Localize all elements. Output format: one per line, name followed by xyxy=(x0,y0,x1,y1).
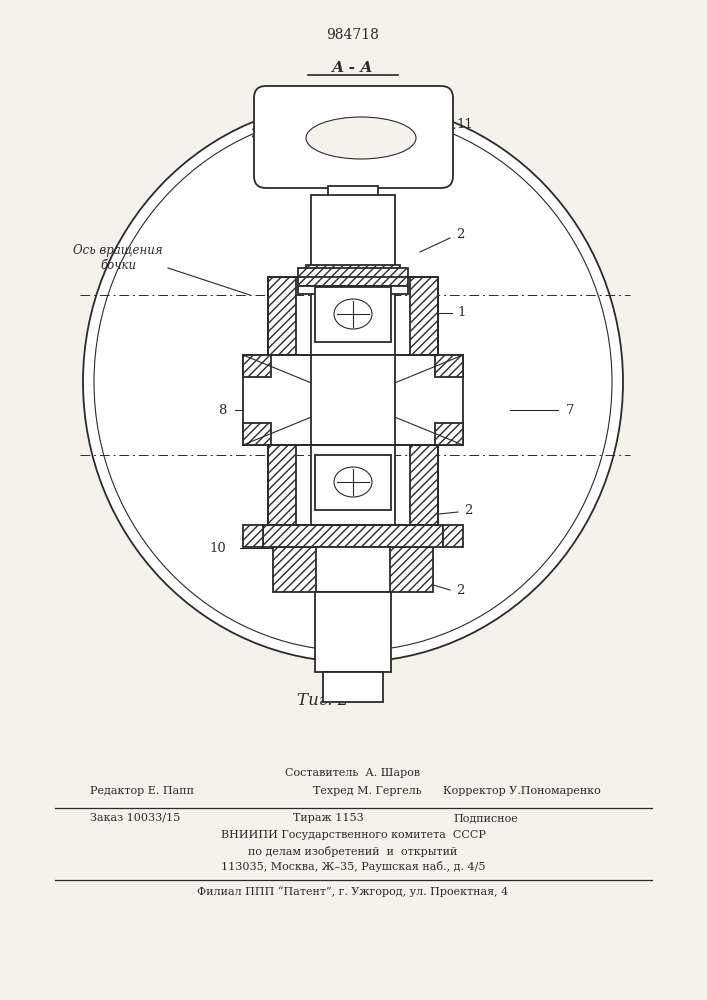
Bar xyxy=(268,445,438,525)
Text: 984718: 984718 xyxy=(327,28,380,42)
Bar xyxy=(435,423,463,445)
Bar xyxy=(311,355,395,445)
Text: Подписное: Подписное xyxy=(453,813,518,823)
Bar xyxy=(243,423,271,445)
Bar xyxy=(243,355,463,445)
Bar xyxy=(311,195,395,270)
Text: 3: 3 xyxy=(251,128,259,141)
Bar xyxy=(268,277,438,355)
Bar xyxy=(443,525,463,547)
Text: 2: 2 xyxy=(464,504,472,516)
Text: 10: 10 xyxy=(209,542,226,554)
Bar xyxy=(328,186,378,204)
Text: Составитель  А. Шаров: Составитель А. Шаров xyxy=(286,768,421,778)
Bar xyxy=(273,547,433,592)
Text: 11: 11 xyxy=(457,118,474,131)
Bar xyxy=(410,445,438,525)
Ellipse shape xyxy=(83,102,623,662)
Bar xyxy=(243,355,271,377)
Bar xyxy=(298,268,408,286)
Text: 1: 1 xyxy=(458,306,466,320)
Text: Заказ 10033/15: Заказ 10033/15 xyxy=(90,813,180,823)
Text: Τиг. 2: Τиг. 2 xyxy=(298,692,349,709)
Ellipse shape xyxy=(334,299,372,329)
Text: А - А: А - А xyxy=(332,61,374,75)
Bar xyxy=(323,672,383,702)
Text: 2: 2 xyxy=(456,229,464,241)
Text: 113035, Москва, Ж–35, Раушская наб., д. 4/5: 113035, Москва, Ж–35, Раушская наб., д. … xyxy=(221,861,485,872)
Text: 7: 7 xyxy=(566,403,574,416)
Bar xyxy=(410,277,438,355)
Ellipse shape xyxy=(306,117,416,159)
Bar xyxy=(435,355,463,377)
Bar xyxy=(316,547,390,592)
Bar xyxy=(333,201,373,216)
Bar xyxy=(243,525,263,547)
Text: Тираж 1153: Тираж 1153 xyxy=(293,813,363,823)
Bar xyxy=(298,286,408,294)
Bar xyxy=(315,455,391,510)
Text: Ось вращения
бочки: Ось вращения бочки xyxy=(74,244,163,272)
Bar xyxy=(306,265,400,277)
Text: Корректор У.Пономаренко: Корректор У.Пономаренко xyxy=(443,786,601,796)
Text: Техред М. Гергель: Техред М. Гергель xyxy=(313,786,422,796)
Text: Филиал ППП “Патент”, г. Ужгород, ул. Проектная, 4: Филиал ППП “Патент”, г. Ужгород, ул. Про… xyxy=(197,886,508,897)
FancyBboxPatch shape xyxy=(254,86,453,188)
Text: по делам изобретений  и  открытий: по делам изобретений и открытий xyxy=(248,846,457,857)
Bar xyxy=(268,445,296,525)
Text: 2: 2 xyxy=(456,584,464,596)
Bar xyxy=(263,525,443,547)
Text: ВНИИПИ Государственного комитета  СССР: ВНИИПИ Государственного комитета СССР xyxy=(221,830,486,840)
Text: Редактор Е. Папп: Редактор Е. Папп xyxy=(90,786,194,796)
Text: 8: 8 xyxy=(218,403,226,416)
Bar xyxy=(268,277,296,355)
Bar xyxy=(311,445,395,525)
Ellipse shape xyxy=(334,467,372,497)
Bar xyxy=(315,592,391,672)
Bar xyxy=(315,287,391,342)
Bar xyxy=(311,277,395,355)
